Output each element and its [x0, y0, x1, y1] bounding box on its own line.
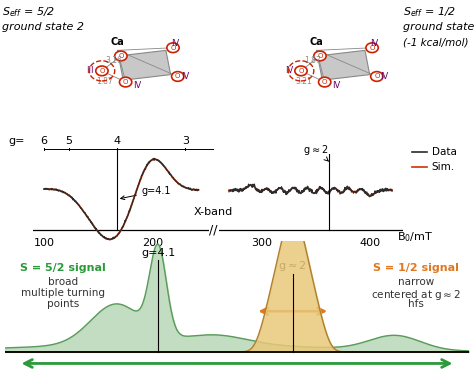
Text: O: O	[317, 53, 323, 59]
Text: O: O	[374, 73, 380, 79]
Text: ground state 1: ground state 1	[403, 22, 474, 32]
Text: O: O	[322, 79, 328, 85]
Circle shape	[96, 66, 108, 76]
Text: O: O	[175, 73, 181, 79]
Text: IV: IV	[181, 72, 189, 81]
Text: S = 1/2 signal: S = 1/2 signal	[373, 263, 459, 273]
Text: 200: 200	[142, 238, 164, 248]
Text: IV: IV	[380, 72, 388, 81]
Text: multiple turning: multiple turning	[21, 288, 105, 298]
Text: hfs: hfs	[408, 299, 424, 308]
Text: 100: 100	[34, 238, 55, 248]
Text: broad: broad	[48, 278, 78, 287]
Text: O: O	[118, 53, 124, 59]
Text: 3: 3	[182, 137, 189, 146]
Polygon shape	[118, 50, 171, 80]
Text: O: O	[369, 45, 375, 51]
Circle shape	[371, 72, 383, 81]
Circle shape	[119, 77, 132, 87]
Legend: Data, Sim.: Data, Sim.	[408, 143, 461, 176]
Text: $S_\mathregular{eff}$ = 5/2: $S_\mathregular{eff}$ = 5/2	[2, 6, 55, 19]
Text: //: //	[210, 223, 218, 236]
Text: IV: IV	[133, 81, 142, 90]
Text: $S_\mathregular{eff}$ = 1/2: $S_\mathregular{eff}$ = 1/2	[403, 6, 456, 19]
Text: Ca: Ca	[110, 37, 125, 47]
Text: g$\approx$2: g$\approx$2	[278, 258, 307, 273]
Circle shape	[172, 72, 184, 81]
Polygon shape	[318, 50, 370, 80]
Text: 1.87: 1.87	[96, 77, 113, 86]
Circle shape	[167, 43, 179, 53]
Text: S = 5/2 signal: S = 5/2 signal	[20, 263, 106, 273]
Text: centered at g$\approx$2: centered at g$\approx$2	[371, 288, 461, 302]
Text: g$\approx$2: g$\approx$2	[303, 142, 328, 161]
Text: B$_0$/mT: B$_0$/mT	[398, 230, 434, 244]
Circle shape	[319, 77, 331, 87]
Text: IV: IV	[171, 39, 180, 48]
Circle shape	[115, 51, 127, 61]
Text: IV: IV	[332, 81, 341, 90]
Text: 400: 400	[360, 238, 381, 248]
Circle shape	[366, 43, 378, 53]
Text: Ca: Ca	[310, 37, 324, 47]
Text: narrow: narrow	[398, 278, 434, 287]
Text: IV: IV	[285, 66, 293, 75]
Text: points: points	[46, 299, 79, 308]
Text: 6: 6	[41, 137, 47, 146]
Text: X-band: X-band	[194, 207, 233, 217]
Text: ground state 2: ground state 2	[2, 22, 84, 32]
Text: O: O	[298, 68, 304, 74]
Text: 300: 300	[251, 238, 272, 248]
Text: g=4.1: g=4.1	[121, 186, 172, 200]
Circle shape	[314, 51, 326, 61]
Text: O: O	[123, 79, 128, 85]
Text: O: O	[170, 45, 176, 51]
Text: (-1 kcal/mol): (-1 kcal/mol)	[403, 37, 468, 47]
Text: g=4.1: g=4.1	[141, 248, 175, 258]
Text: O: O	[99, 68, 105, 74]
Text: IV: IV	[370, 39, 379, 48]
Text: 3.21: 3.21	[295, 77, 312, 86]
Text: g=: g=	[8, 137, 25, 146]
Text: III: III	[86, 66, 94, 75]
Text: 3.16: 3.16	[105, 56, 122, 65]
Text: 4: 4	[113, 137, 120, 146]
Circle shape	[295, 66, 307, 76]
Text: 1.87: 1.87	[304, 56, 321, 65]
Text: 5: 5	[65, 137, 73, 146]
